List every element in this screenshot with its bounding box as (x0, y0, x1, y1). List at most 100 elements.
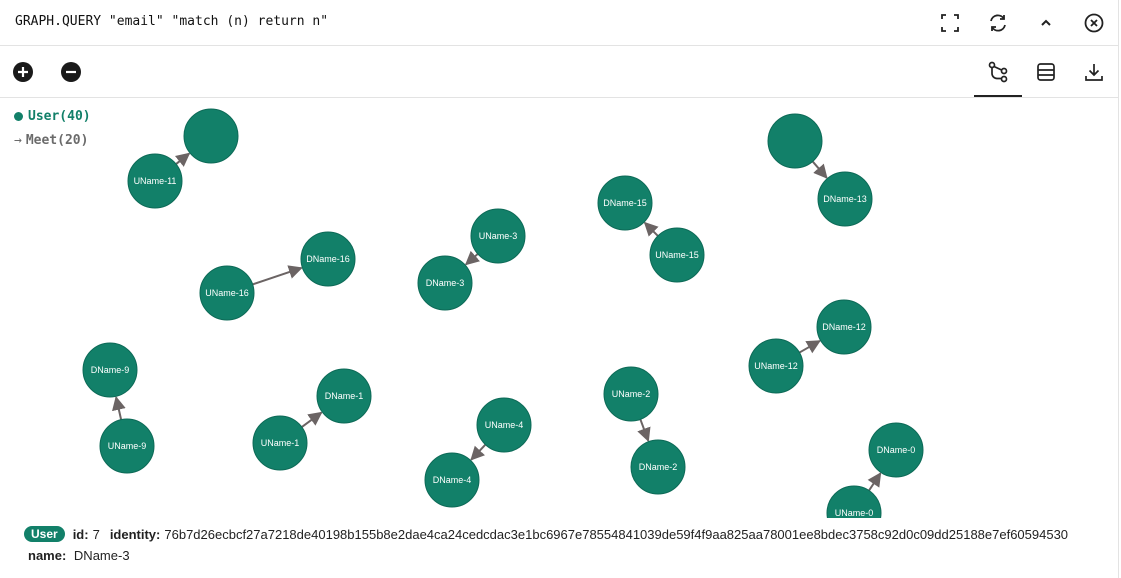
graph-node[interactable]: UName-9 (99, 418, 155, 474)
graph-canvas[interactable]: UName-11 UName-16 DName-16 UName-3 DName-3 DN… (0, 98, 1118, 518)
edge-meet[interactable] (301, 411, 323, 428)
graph-node[interactable] (183, 108, 239, 164)
node-color-dot (14, 111, 23, 121)
graph-view-icon[interactable] (985, 59, 1011, 85)
node-label: UName-4 (485, 420, 524, 430)
zoom-out-icon[interactable] (60, 61, 82, 83)
panel-border (1118, 0, 1119, 578)
graph-node[interactable]: UName-11 (127, 153, 183, 209)
graph-node[interactable]: UName-4 (476, 397, 532, 453)
chevron-up-icon[interactable] (1032, 9, 1060, 37)
node-circle[interactable] (183, 108, 239, 164)
graph-node[interactable]: DName-9 (82, 342, 138, 398)
node-circle[interactable] (597, 175, 653, 231)
node-label: UName-3 (479, 231, 518, 241)
edge-meet[interactable] (470, 443, 487, 461)
node-circle[interactable] (649, 227, 705, 283)
zoom-in-icon[interactable] (12, 61, 34, 83)
node-label: DName-12 (822, 322, 866, 332)
arrow-right-icon: → (14, 132, 22, 148)
legend-node-user[interactable]: User(40) (14, 104, 91, 128)
graph-node[interactable]: DName-1 (316, 368, 372, 424)
node-circle[interactable] (127, 153, 183, 209)
node-label: UName-12 (754, 361, 798, 371)
legend-edge-label: Meet(20) (25, 132, 89, 148)
active-tab-indicator (974, 95, 1022, 97)
node-label: UName-2 (612, 389, 651, 399)
node-label: UName-16 (205, 288, 249, 298)
fullscreen-icon[interactable] (936, 9, 964, 37)
node-label: DName-0 (877, 445, 916, 455)
edges-layer (112, 152, 882, 492)
node-circle[interactable] (748, 338, 804, 394)
edge-meet[interactable] (464, 250, 481, 266)
graph-toolbar (0, 47, 1118, 98)
refresh-icon[interactable] (984, 9, 1012, 37)
node-label: DName-9 (91, 365, 130, 375)
name-key: name: (28, 548, 67, 563)
node-circle[interactable] (816, 299, 872, 355)
node-circle[interactable] (252, 415, 308, 471)
node-circle[interactable] (417, 255, 473, 311)
query-header: GRAPH.QUERY "email" "match (n) return n" (0, 0, 1118, 46)
close-circle-icon[interactable] (1080, 9, 1108, 37)
node-circle[interactable] (603, 366, 659, 422)
node-circle[interactable] (868, 422, 924, 478)
graph-node[interactable]: DName-2 (630, 439, 686, 495)
node-label: DName-2 (639, 462, 678, 472)
node-label: UName-0 (835, 508, 874, 518)
node-circle[interactable] (826, 485, 882, 518)
edge-meet[interactable] (798, 340, 821, 354)
table-view-icon[interactable] (1033, 59, 1059, 85)
graph-node[interactable]: UName-15 (649, 227, 705, 283)
query-text: GRAPH.QUERY "email" "match (n) return n" (15, 14, 329, 29)
graph-node[interactable]: DName-3 (417, 255, 473, 311)
node-circle[interactable] (630, 439, 686, 495)
name-value: DName-3 (73, 548, 130, 563)
legend-edge-meet[interactable]: → Meet(20) (14, 128, 91, 152)
node-label: DName-3 (426, 278, 465, 288)
download-icon[interactable] (1081, 59, 1107, 85)
graph-node[interactable]: DName-12 (816, 299, 872, 355)
edge-meet[interactable] (867, 472, 882, 492)
edge-meet[interactable] (811, 160, 828, 179)
graph-node[interactable]: UName-12 (748, 338, 804, 394)
node-label: UName-1 (261, 438, 300, 448)
node-circle[interactable] (424, 452, 480, 508)
identity-key: identity: (109, 526, 161, 542)
graph-node[interactable]: UName-2 (603, 366, 659, 422)
edge-meet[interactable] (174, 152, 191, 167)
node-circle[interactable] (476, 397, 532, 453)
node-circle[interactable] (199, 265, 255, 321)
graph-node[interactable]: UName-16 (199, 265, 255, 321)
edge-meet[interactable] (637, 418, 651, 443)
graph-node[interactable]: DName-15 (597, 175, 653, 231)
edge-meet[interactable] (112, 395, 126, 420)
node-circle[interactable] (817, 171, 873, 227)
graph-node[interactable] (767, 113, 823, 169)
edge-meet[interactable] (643, 221, 659, 237)
node-label: DName-4 (433, 475, 472, 485)
graph-node[interactable]: DName-16 (300, 231, 356, 287)
node-label: UName-11 (134, 176, 177, 186)
node-circle[interactable] (300, 231, 356, 287)
id-value: 7 (92, 526, 100, 542)
node-label: DName-13 (823, 194, 867, 204)
node-circle[interactable] (316, 368, 372, 424)
graph-node[interactable]: UName-0 (826, 485, 882, 518)
graph-legend: User(40) → Meet(20) (14, 104, 91, 152)
node-label: UName-15 (655, 250, 699, 260)
nodes-layer: UName-11 UName-16 DName-16 UName-3 DName-3 DN… (82, 108, 924, 518)
graph-node[interactable]: DName-4 (424, 452, 480, 508)
node-circle[interactable] (470, 208, 526, 264)
graph-node[interactable]: UName-3 (470, 208, 526, 264)
node-circle[interactable] (767, 113, 823, 169)
edge-meet[interactable] (252, 265, 303, 286)
graph-node[interactable]: DName-13 (817, 171, 873, 227)
graph-node[interactable]: UName-1 (252, 415, 308, 471)
node-circle[interactable] (99, 418, 155, 474)
graph-node[interactable]: DName-0 (868, 422, 924, 478)
node-circle[interactable] (82, 342, 138, 398)
legend-node-label: User(40) (28, 108, 91, 124)
node-label: DName-1 (325, 391, 364, 401)
